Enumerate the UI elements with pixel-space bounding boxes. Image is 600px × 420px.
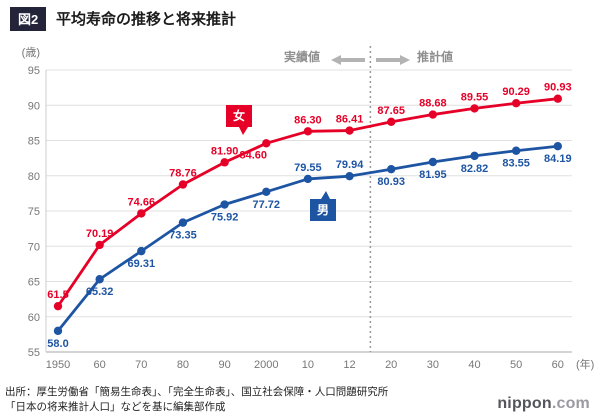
projected-values-label: 推計値 xyxy=(417,50,454,64)
svg-text:12: 12 xyxy=(343,359,355,371)
svg-text:88.68: 88.68 xyxy=(419,98,447,110)
source-note: 出所：厚生労働省「簡易生命表」、「完全生命表」、国立社会保障・人口問題研究所 「… xyxy=(5,385,388,414)
logo-suffix-text: .com xyxy=(551,395,590,412)
svg-text:87.65: 87.65 xyxy=(377,105,405,117)
svg-text:10: 10 xyxy=(302,359,314,371)
svg-text:70.19: 70.19 xyxy=(86,228,114,240)
svg-text:2000: 2000 xyxy=(254,359,278,371)
svg-text:65: 65 xyxy=(28,277,40,289)
svg-text:40: 40 xyxy=(468,359,480,371)
svg-text:77.72: 77.72 xyxy=(252,199,280,211)
source-line-2: 「日本の将来推計人口」などを基に編集部作成 xyxy=(5,400,226,413)
svg-text:74.66: 74.66 xyxy=(128,196,156,208)
svg-text:20: 20 xyxy=(385,359,397,371)
svg-text:73.35: 73.35 xyxy=(169,230,197,242)
svg-text:80: 80 xyxy=(28,171,40,183)
svg-text:50: 50 xyxy=(510,359,522,371)
svg-text:30: 30 xyxy=(427,359,439,371)
svg-text:79.55: 79.55 xyxy=(294,162,322,174)
source-line-1: 出所：厚生労働省「簡易生命表」、「完全生命表」、国立社会保障・人口問題研究所 xyxy=(5,386,389,398)
svg-text:70: 70 xyxy=(135,359,147,371)
svg-text:81.90: 81.90 xyxy=(211,145,239,157)
svg-text:60: 60 xyxy=(28,312,40,324)
svg-text:60: 60 xyxy=(552,359,564,371)
svg-text:89.55: 89.55 xyxy=(461,91,489,103)
svg-text:55: 55 xyxy=(28,347,40,359)
svg-text:86.41: 86.41 xyxy=(336,114,364,126)
svg-text:83.55: 83.55 xyxy=(502,158,530,170)
chart-title: 平均寿命の推移と将来推計 xyxy=(56,11,237,28)
svg-text:84.60: 84.60 xyxy=(239,149,267,161)
svg-text:(年): (年) xyxy=(576,357,594,371)
actual-arrow-icon xyxy=(331,52,365,70)
figure-number-badge: 図2 xyxy=(10,7,47,31)
actual-values-label: 実績値 xyxy=(284,50,321,64)
svg-text:90.93: 90.93 xyxy=(544,82,572,94)
svg-text:84.19: 84.19 xyxy=(544,153,572,165)
svg-text:80.93: 80.93 xyxy=(377,176,405,188)
nippon-com-logo: nippon.com xyxy=(497,395,590,413)
svg-text:65.32: 65.32 xyxy=(86,286,114,298)
svg-text:90: 90 xyxy=(28,100,40,112)
svg-text:61.5: 61.5 xyxy=(47,289,68,301)
logo-main-text: nippon xyxy=(497,395,552,412)
female-series-tag: 女 xyxy=(226,105,253,135)
svg-text:79.94: 79.94 xyxy=(336,159,364,171)
svg-text:81.95: 81.95 xyxy=(419,169,447,181)
svg-text:75.92: 75.92 xyxy=(211,212,239,224)
projected-arrow-icon xyxy=(376,52,410,70)
svg-text:90: 90 xyxy=(218,359,230,371)
svg-text:80: 80 xyxy=(177,359,189,371)
svg-text:70: 70 xyxy=(28,241,40,253)
svg-text:60: 60 xyxy=(94,359,106,371)
svg-text:78.76: 78.76 xyxy=(169,167,197,179)
svg-text:1950: 1950 xyxy=(46,359,70,371)
svg-text:86.30: 86.30 xyxy=(294,114,322,126)
svg-text:85: 85 xyxy=(28,136,40,148)
male-series-tag: 男 xyxy=(310,191,337,221)
svg-text:90.29: 90.29 xyxy=(502,86,530,98)
svg-text:58.0: 58.0 xyxy=(47,338,68,350)
svg-text:82.82: 82.82 xyxy=(461,163,489,175)
svg-text:75: 75 xyxy=(28,206,40,218)
svg-text:95: 95 xyxy=(28,65,40,77)
svg-text:(歳): (歳) xyxy=(22,46,40,59)
svg-text:69.31: 69.31 xyxy=(128,258,156,270)
